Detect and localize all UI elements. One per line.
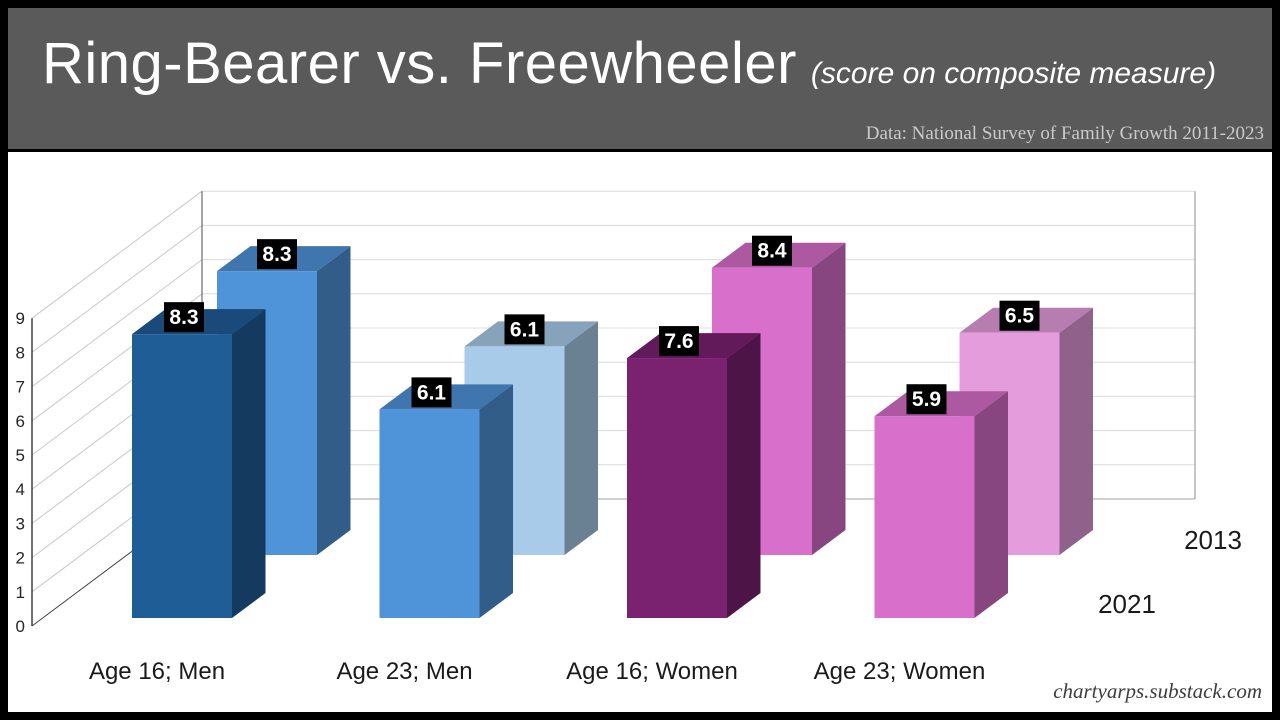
y-axis-tick-label: 1 [16,583,25,602]
bar-side-face [727,333,761,618]
value-label-box [999,300,1040,331]
value-label: 6.1 [510,318,540,341]
bar-side-face [974,391,1008,618]
category-label: Age 16; Men [89,658,225,685]
chart-panel: 0 1 2 3 4 5 6 7 8 9 8.3 6.1 8.4 6.5 8.3 6.1 7.6 5.9 Age 16… [8,152,1272,712]
data-source-note: Data: National Survey of Family Growth 2… [865,123,1264,144]
bar-side-face [317,246,351,555]
value-label: 6.1 [417,381,447,404]
value-label-box [257,239,297,270]
value-label-box [752,235,792,266]
y-axis-tick-label: 8 [16,343,25,362]
bar-side-face [812,242,846,555]
bar-side-face [232,309,266,618]
bar-side-face [1059,307,1093,555]
value-label-box [659,326,699,357]
y-axis-tick-label: 5 [16,446,25,465]
y-axis-tick-label: 0 [16,617,25,636]
value-label-box [906,384,947,415]
value-label-box [411,377,452,408]
value-label: 5.9 [912,388,941,411]
bar-chart-3d: 0 1 2 3 4 5 6 7 8 9 8.3 6.1 8.4 6.5 8.3 6.1 7.6 5.9 Age 16… [16,190,1242,685]
bar-side-face [564,321,598,555]
left-wall-gridline [31,190,203,319]
value-label: 8.4 [757,240,787,263]
category-label: Age 23; Women [814,658,986,685]
bar-front-face [132,334,232,618]
value-label: 8.3 [262,243,291,266]
value-label: 6.5 [1005,305,1035,328]
series-label-2013: 2013 [1184,525,1242,555]
bar-side-face [479,384,513,618]
value-label-box [504,314,545,345]
y-axis-tick-label: 7 [16,378,25,397]
y-axis-tick-label: 2 [16,549,25,568]
category-label: Age 23; Men [336,658,472,685]
chart-title: Ring-Bearer vs. Freewheeler [42,31,797,96]
value-label: 8.3 [169,306,198,329]
y-axis-tick-label: 3 [16,514,25,533]
chart-subtitle: (score on composite measure) [810,57,1217,90]
value-label: 7.6 [664,330,693,353]
watermark: chartyarps.substack.com [1053,679,1262,703]
left-wall-gridline [31,224,203,353]
value-label-box [164,302,204,333]
y-axis-tick-label: 4 [16,480,25,499]
bar-front-face [627,358,727,618]
series-label-2021: 2021 [1098,589,1156,619]
category-label: Age 16; Women [566,658,738,685]
y-axis-tick-label: 9 [16,309,25,328]
header-banner: Ring-Bearer vs. Freewheeler (score on com… [8,8,1272,149]
bar-front-face [874,416,975,618]
title-row: Ring-Bearer vs. Freewheeler (score on com… [8,8,1272,97]
bar-front-face [379,409,480,618]
left-wall-gridline [31,259,203,388]
y-axis-tick-label: 6 [16,412,25,431]
